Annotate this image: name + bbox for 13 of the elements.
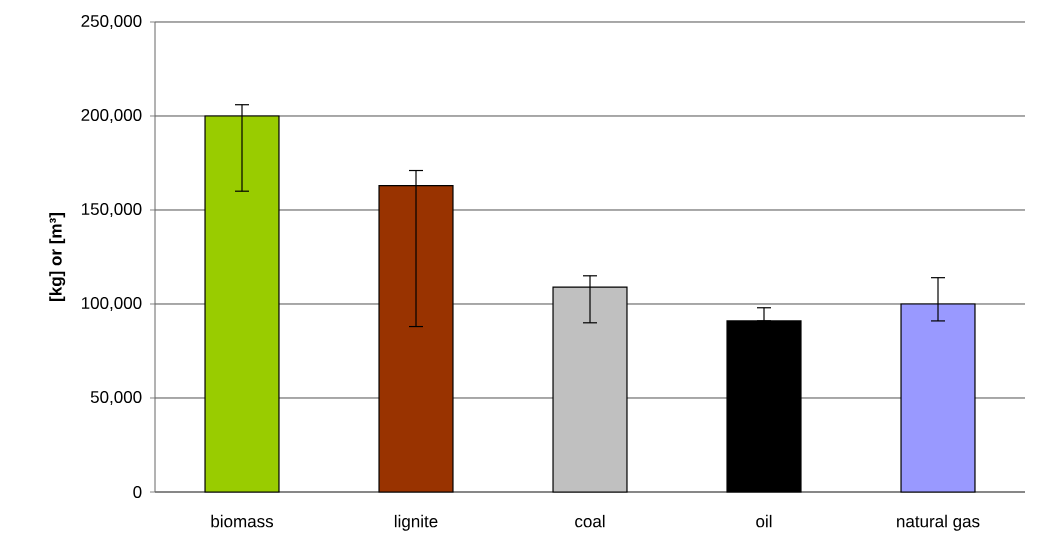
y-tick-label: 250,000 <box>81 14 142 30</box>
bar <box>726 320 802 493</box>
x-tick-label: natural gas <box>897 514 980 531</box>
y-tick-label: 200,000 <box>81 108 142 124</box>
x-tick-label: biomass <box>211 514 274 528</box>
y-tick-label: 50,000 <box>90 390 142 406</box>
x-tick-label: coal <box>575 514 605 528</box>
x-tick-label: oil <box>756 514 772 528</box>
x-tick-label: lignite <box>394 514 438 531</box>
y-tick-label: 150,000 <box>81 202 142 218</box>
y-tick-label: 100,000 <box>81 296 142 312</box>
y-axis-title: [kg] or [m³] <box>49 213 66 301</box>
y-tick-label: 0 <box>133 485 142 499</box>
